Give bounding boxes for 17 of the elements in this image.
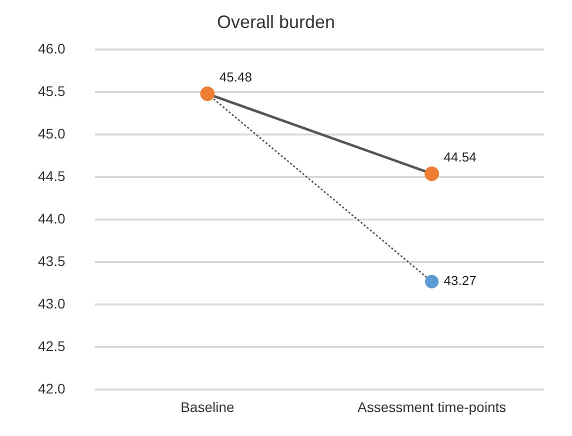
point (424, 166, 440, 181)
data-label: 44.54 (444, 149, 476, 164)
data-label: 45.48 (219, 69, 252, 84)
y-tick-label: 44.5 (38, 168, 66, 184)
point (425, 274, 439, 288)
y-tick-label: 43.5 (38, 252, 66, 269)
y-tick-label: 45.0 (38, 125, 66, 142)
y-tick-label: 45.5 (38, 82, 66, 99)
y-tick-label: 43.0 (38, 295, 66, 312)
data-label: 43.27 (444, 273, 476, 288)
chart-title: Overall burden (216, 12, 336, 32)
x-tick-label: Baseline (180, 398, 234, 415)
y-tick-label: 46.0 (38, 40, 66, 56)
x-tick-label: Assessment time-points (358, 398, 506, 415)
y-tick-label: 42.0 (38, 380, 66, 396)
y-tick-label: 44.0 (38, 210, 66, 226)
y-tick-label: 42.5 (38, 338, 66, 354)
